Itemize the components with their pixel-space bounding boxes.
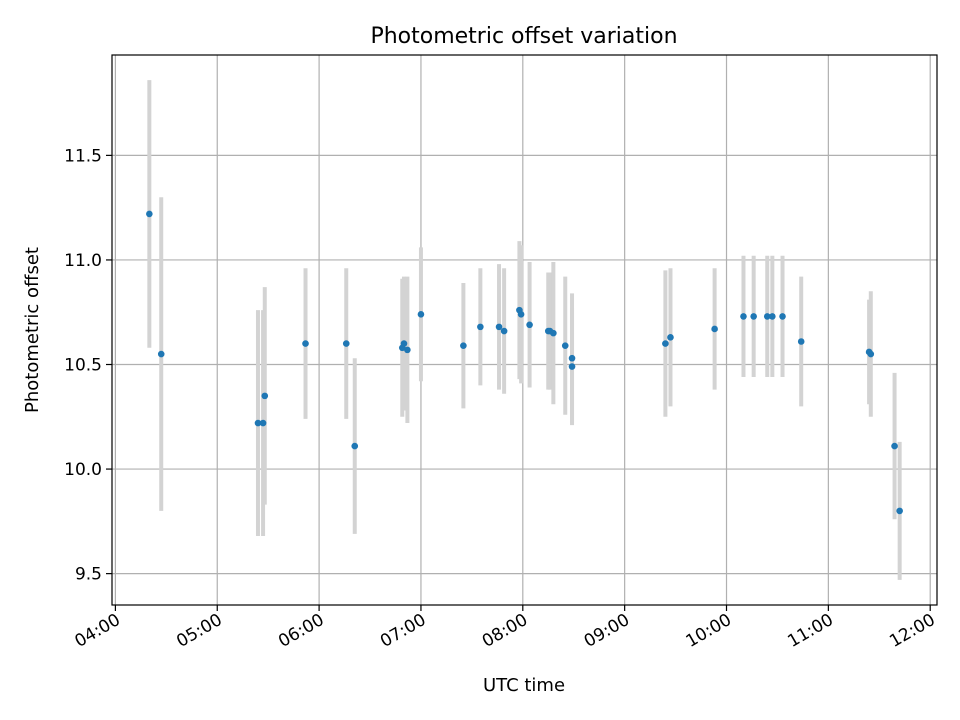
data-point xyxy=(400,340,408,347)
data-point xyxy=(797,338,805,345)
plot-frame xyxy=(111,54,938,606)
grid xyxy=(112,55,937,605)
data-point xyxy=(417,311,425,318)
data-point xyxy=(667,334,674,341)
data-point xyxy=(157,350,165,358)
data-point xyxy=(711,325,718,333)
data-point xyxy=(302,340,309,347)
data-point xyxy=(750,313,757,320)
y-tick-label: 10.5 xyxy=(64,356,102,376)
data-point xyxy=(769,313,776,320)
data-point xyxy=(568,354,576,362)
data-point xyxy=(261,392,269,400)
x-axis-label: UTC time xyxy=(483,675,565,696)
data-point xyxy=(500,327,508,335)
y-tick-label: 11.5 xyxy=(64,146,102,166)
data-point xyxy=(763,313,771,320)
data-point xyxy=(254,419,262,427)
x-tick-label: 06:00 xyxy=(275,610,327,652)
data-point xyxy=(477,323,484,331)
x-axis-ticks: 04:00 05:00 06:00 07:00 08:00 09:00 10:00 11:00… xyxy=(71,605,939,652)
y-axis-ticks: 9.5 10.0 10.5 11.0 11.5 xyxy=(64,146,112,585)
data-point xyxy=(568,363,576,370)
data-point xyxy=(495,323,503,331)
x-tick-label: 11:00 xyxy=(784,610,836,652)
x-tick-label: 12:00 xyxy=(886,610,938,652)
data-point xyxy=(146,210,153,218)
y-tick-label: 10.0 xyxy=(64,460,102,480)
data-point xyxy=(526,321,533,329)
x-tick-label: 09:00 xyxy=(581,610,633,652)
data-points xyxy=(146,210,903,515)
data-point xyxy=(259,419,267,427)
x-tick-label: 07:00 xyxy=(377,610,429,652)
data-point xyxy=(351,442,359,450)
data-point xyxy=(342,340,350,347)
data-point xyxy=(550,329,557,337)
data-point xyxy=(891,442,898,450)
data-point xyxy=(404,346,411,354)
x-tick-label: 08:00 xyxy=(479,610,531,652)
x-tick-label: 10:00 xyxy=(683,610,735,652)
x-tick-label: 04:00 xyxy=(71,610,123,652)
data-point xyxy=(517,311,525,318)
data-point xyxy=(896,507,903,515)
data-point xyxy=(662,340,669,347)
data-point xyxy=(779,313,786,320)
data-point xyxy=(867,350,875,358)
y-tick-label: 11.0 xyxy=(64,251,102,271)
y-axis-label: Photometric offset xyxy=(22,247,43,413)
data-point xyxy=(740,313,747,320)
x-tick-label: 05:00 xyxy=(173,610,225,652)
chart-title: Photometric offset variation xyxy=(370,24,677,49)
y-tick-label: 9.5 xyxy=(75,565,102,585)
data-point xyxy=(561,342,569,349)
data-point xyxy=(460,342,467,349)
